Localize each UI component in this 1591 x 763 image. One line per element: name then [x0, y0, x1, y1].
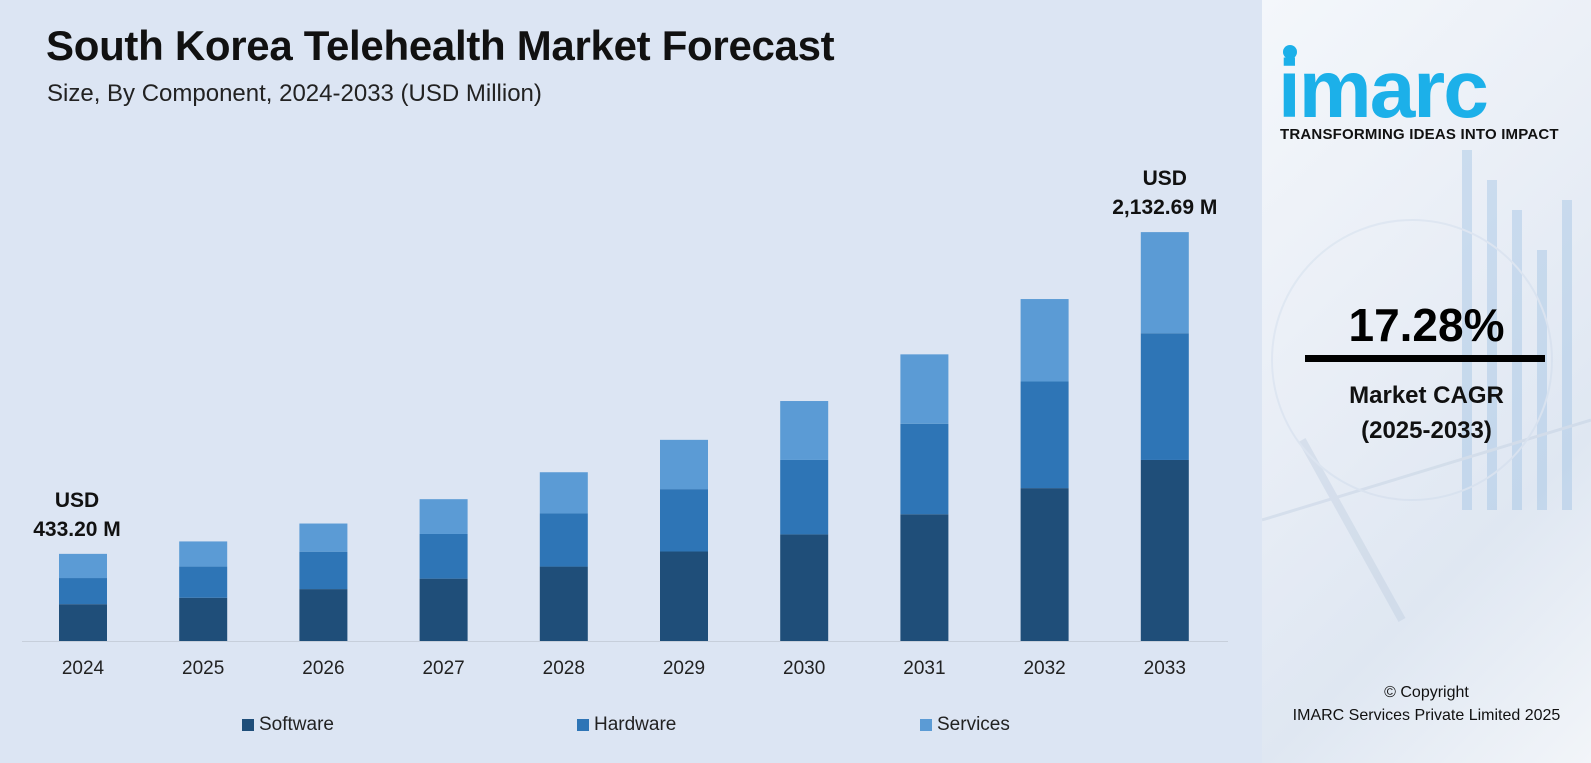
x-tick-label-2031: 2031 — [903, 658, 945, 679]
x-tick-label-2026: 2026 — [302, 658, 344, 679]
cagr-period: (2025-2033) — [1361, 417, 1492, 444]
bar-hardware-2031 — [900, 423, 949, 515]
side-panel: imarc TRANSFORMING IDEAS INTO IMPACT 17.… — [1262, 0, 1591, 763]
bar-services-2029 — [660, 439, 708, 490]
bar-software-2025 — [179, 597, 228, 641]
bar-software-2024 — [59, 604, 107, 641]
x-tick-label-2025: 2025 — [182, 658, 224, 679]
bar-hardware-2032 — [1020, 381, 1069, 489]
bar-software-2028 — [539, 566, 588, 641]
bar-software-2033 — [1140, 459, 1189, 641]
x-tick-label-2027: 2027 — [422, 658, 464, 679]
chart-subtitle: Size, By Component, 2024-2033 (USD Milli… — [47, 80, 542, 107]
logo-dot — [1283, 45, 1297, 59]
bar-software-2027 — [419, 578, 468, 641]
cagr-label-block: Market CAGR (2025-2033) — [1262, 378, 1591, 448]
x-tick-label-2029: 2029 — [663, 658, 705, 679]
bar-services-2026 — [299, 523, 348, 552]
bar-software-2031 — [900, 514, 949, 641]
cagr-label: Market CAGR — [1349, 382, 1504, 409]
bar-services-2024 — [59, 553, 107, 579]
logo-wordmark: imarc — [1280, 45, 1487, 125]
chart-panel: South Korea Telehealth Market Forecast S… — [0, 22, 1262, 740]
legend-swatch-software — [242, 719, 254, 731]
chart-legend: Software Hardware Services — [0, 714, 1262, 740]
bar-hardware-2029 — [660, 489, 708, 552]
bar-hardware-2024 — [59, 578, 107, 605]
legend-label-software: Software — [259, 714, 334, 735]
copyright-line1: © Copyright — [1384, 684, 1469, 701]
bar-hardware-2025 — [179, 566, 228, 598]
copyright-line2: IMARC Services Private Limited 2025 — [1292, 707, 1561, 724]
legend-item-hardware: Hardware — [577, 714, 676, 736]
cagr-value: 17.28% — [1348, 299, 1505, 351]
stacked-bar-chart: 2024 2025 2026 2027 2028 2029 2030 2031 2032 2033… — [22, 167, 1228, 679]
bar-hardware-2027 — [419, 533, 468, 579]
copyright-block: © Copyright IMARC Services Private Limit… — [1262, 681, 1591, 727]
brand-tagline: TRANSFORMING IDEAS INTO IMPACT — [1280, 126, 1559, 143]
bar-hardware-2033 — [1140, 333, 1189, 460]
legend-label-hardware: Hardware — [594, 714, 677, 735]
bar-hardware-2030 — [780, 459, 829, 535]
legend-label-services: Services — [937, 714, 1010, 735]
x-tick-label-2028: 2028 — [543, 658, 585, 679]
value-label-2024-line2: 433.20 M — [33, 518, 121, 541]
value-label-2024-line1: USD — [55, 489, 99, 512]
x-tick-label-2030: 2030 — [783, 658, 825, 679]
x-tick-label-2024: 2024 — [62, 658, 105, 679]
bar-hardware-2028 — [539, 513, 588, 567]
legend-item-software: Software — [242, 714, 334, 736]
x-tick-label-2033: 2033 — [1144, 658, 1186, 679]
legend-swatch-hardware — [577, 719, 589, 731]
bar-services-2031 — [900, 354, 949, 424]
bar-services-2032 — [1020, 299, 1069, 382]
bar-hardware-2026 — [299, 551, 348, 590]
imarc-logo: imarc — [1280, 45, 1489, 125]
bar-software-2029 — [660, 551, 708, 641]
bar-services-2025 — [179, 541, 228, 567]
value-label-2033-line1: USD — [1143, 167, 1187, 190]
legend-swatch-services — [920, 719, 932, 731]
value-label-2033-line2: 2,132.69 M — [1112, 196, 1217, 219]
bar-software-2032 — [1020, 488, 1069, 641]
cagr-divider — [1305, 355, 1545, 362]
legend-item-services: Services — [920, 714, 1010, 736]
bar-services-2028 — [539, 472, 588, 514]
chart-title: South Korea Telehealth Market Forecast — [46, 22, 835, 69]
bar-services-2027 — [419, 499, 468, 534]
x-tick-label-2032: 2032 — [1023, 658, 1065, 679]
bar-services-2033 — [1140, 232, 1189, 334]
bar-services-2030 — [780, 401, 829, 460]
bar-software-2026 — [299, 589, 348, 641]
bar-software-2030 — [780, 534, 829, 641]
